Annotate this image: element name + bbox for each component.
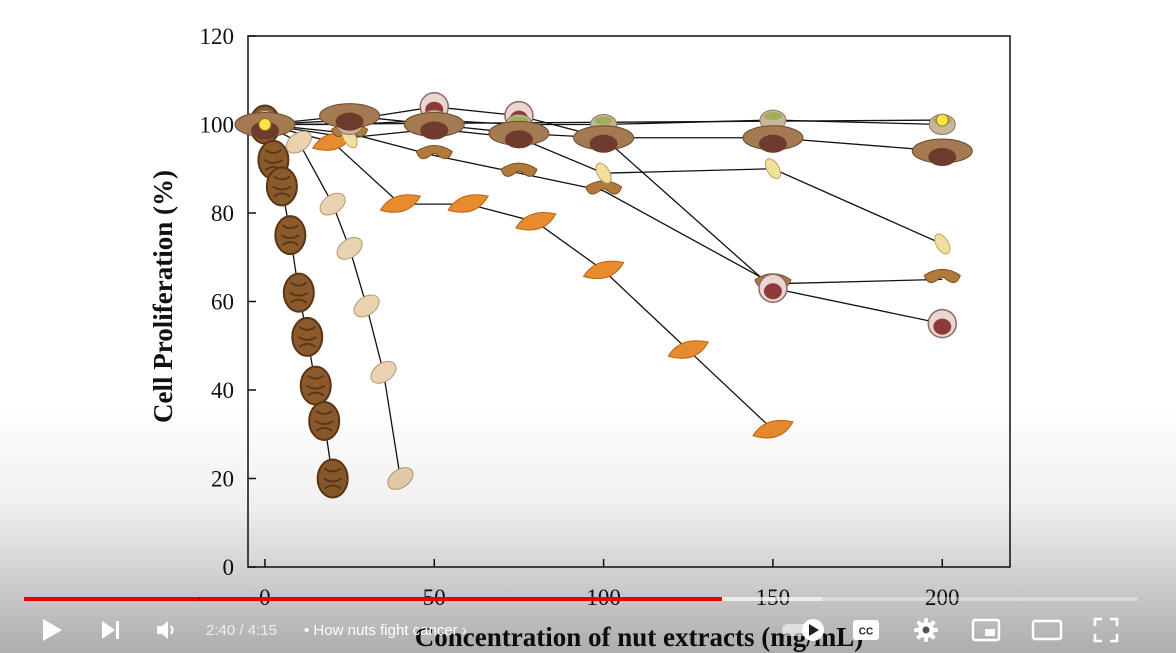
point-walnut-6 (299, 365, 332, 406)
cc-icon: CC (853, 620, 879, 640)
captions-button[interactable]: CC (846, 612, 886, 648)
fullscreen-icon (1093, 617, 1119, 643)
y-tick-label-0: 0 (223, 555, 235, 580)
x-tick-label-200: 200 (925, 585, 960, 610)
point-hazelnut-6 (927, 308, 958, 339)
point-pine-nut-6 (934, 233, 951, 255)
chapter-dot: • (304, 622, 314, 639)
point-walnut-8 (316, 458, 349, 499)
progress-played (24, 597, 723, 601)
miniplayer-icon (971, 618, 1001, 642)
time-display: 2:40 / 4:15 (206, 622, 277, 639)
autoplay-toggle[interactable] (778, 612, 828, 648)
chevron-right-icon: › (457, 622, 467, 639)
gear-icon (914, 618, 938, 642)
point-cashew-4 (585, 180, 623, 195)
point-peanut-3 (336, 236, 363, 260)
point-almond-5 (582, 260, 625, 280)
settings-button[interactable] (906, 612, 946, 648)
y-tick-label-100: 100 (200, 113, 235, 138)
point-brazil-nut-4 (573, 125, 635, 153)
svg-text:CC: CC (859, 627, 873, 638)
point-almond-3 (447, 194, 489, 213)
time-separator: / (235, 622, 248, 639)
point-almond-7 (752, 419, 794, 439)
volume-button[interactable] (150, 612, 186, 648)
volume-icon (157, 621, 174, 639)
point-walnut-2 (265, 166, 298, 207)
time-current: 2:40 (206, 622, 236, 639)
point-peanut-6 (387, 467, 414, 490)
point-brazil-nut-1 (319, 103, 381, 131)
time-total: 4:15 (247, 622, 277, 639)
y-tick-label-40: 40 (211, 378, 234, 403)
point-walnut-3 (274, 215, 307, 256)
y-tick-label-80: 80 (211, 201, 234, 226)
point-almond-6 (667, 340, 710, 359)
point-almond-2 (379, 194, 422, 213)
point-pine-nut-5 (764, 158, 781, 180)
point-peanut-1 (285, 130, 312, 154)
point-macadamia-1 (935, 113, 949, 127)
y-tick-label-20: 20 (211, 467, 234, 492)
point-walnut-4 (282, 272, 315, 313)
miniplayer-button[interactable] (966, 612, 1006, 648)
theater-icon (1031, 619, 1063, 641)
point-cashew-6 (923, 268, 961, 284)
point-peanut-5 (370, 360, 397, 384)
chapter-button[interactable]: • How nuts fight cancer › (304, 622, 467, 639)
point-macadamia-0 (258, 118, 272, 131)
autoplay-toggle-icon (782, 619, 824, 641)
point-cashew-2 (415, 144, 453, 160)
point-walnut-7 (308, 400, 341, 441)
point-peanut-4 (353, 294, 380, 318)
series-line-almond (264, 123, 774, 431)
play-button[interactable] (34, 612, 70, 648)
theater-button[interactable] (1026, 612, 1068, 648)
next-button[interactable] (93, 612, 129, 648)
chapter-divider (198, 597, 200, 601)
point-walnut-5 (291, 316, 324, 357)
progress-bar[interactable] (24, 597, 1138, 601)
y-axis-title: Cell Proliferation (%) (148, 170, 178, 423)
point-peanut-2 (319, 192, 346, 216)
point-pine-nut-4 (595, 162, 612, 184)
point-cashew-3 (500, 162, 538, 177)
point-brazil-nut-6 (911, 138, 973, 167)
next-icon (102, 621, 119, 639)
point-hazelnut-5 (758, 273, 788, 303)
fullscreen-button[interactable] (1086, 612, 1126, 648)
tree-icon[interactable] (1088, 535, 1132, 592)
play-icon (43, 619, 62, 641)
y-tick-label-60: 60 (211, 290, 234, 315)
point-almond-4 (515, 211, 557, 231)
point-brazil-nut-3 (488, 120, 550, 149)
point-brazil-nut-2 (403, 112, 465, 140)
point-brazil-nut-5 (742, 125, 804, 153)
chapter-title: How nuts fight cancer (313, 622, 458, 639)
y-tick-label-120: 120 (200, 24, 235, 49)
